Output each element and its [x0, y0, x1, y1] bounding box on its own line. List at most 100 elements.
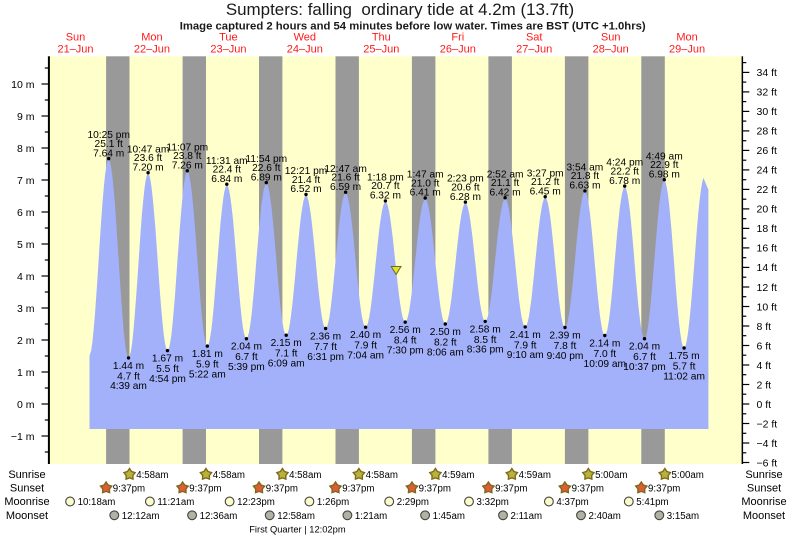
svg-text:10:09 am: 10:09 am — [584, 359, 626, 370]
svg-text:22.9 ft: 22.9 ft — [650, 160, 678, 171]
svg-text:22 ft: 22 ft — [757, 184, 778, 196]
svg-text:24–Jun: 24–Jun — [287, 44, 323, 56]
svg-text:6.32 m: 6.32 m — [370, 191, 401, 202]
svg-text:4:58am: 4:58am — [289, 470, 321, 481]
svg-text:2:40am: 2:40am — [589, 511, 621, 522]
svg-text:7.9 ft: 7.9 ft — [354, 341, 377, 352]
svg-text:9 m: 9 m — [17, 111, 35, 123]
svg-text:1:18 pm: 1:18 pm — [367, 173, 404, 184]
svg-text:Sunset: Sunset — [10, 483, 44, 495]
svg-text:2.50 m: 2.50 m — [430, 327, 461, 338]
svg-text:30 ft: 30 ft — [757, 106, 778, 118]
svg-text:25–Jun: 25–Jun — [363, 44, 399, 56]
svg-text:2:29pm: 2:29pm — [397, 497, 429, 508]
svg-text:4 m: 4 m — [17, 271, 35, 283]
svg-text:Sun: Sun — [66, 31, 86, 43]
svg-text:32 ft: 32 ft — [757, 87, 778, 99]
svg-text:21.4 ft: 21.4 ft — [292, 175, 320, 186]
svg-text:Moonset: Moonset — [743, 510, 785, 522]
svg-text:20.6 ft: 20.6 ft — [451, 182, 479, 193]
svg-text:First Quarter | 12:02pm: First Quarter | 12:02pm — [249, 525, 346, 535]
svg-text:10:18am: 10:18am — [78, 497, 116, 508]
svg-text:4:59am: 4:59am — [442, 470, 474, 481]
svg-text:6.7 ft: 6.7 ft — [235, 352, 258, 363]
svg-text:5:00am: 5:00am — [672, 470, 704, 481]
svg-text:7.0 ft: 7.0 ft — [593, 349, 616, 360]
svg-text:16 ft: 16 ft — [757, 243, 778, 255]
svg-text:2.41 m: 2.41 m — [510, 330, 541, 341]
svg-text:9:37pm: 9:37pm — [189, 484, 221, 495]
svg-text:9:37pm: 9:37pm — [342, 484, 374, 495]
svg-text:Sunrise: Sunrise — [8, 469, 45, 481]
svg-text:0 m: 0 m — [17, 399, 35, 411]
svg-text:29–Jun: 29–Jun — [669, 44, 705, 56]
svg-text:7:30 pm: 7:30 pm — [387, 345, 424, 356]
svg-text:−2 ft: −2 ft — [757, 418, 778, 430]
svg-text:11:07 pm: 11:07 pm — [166, 142, 208, 153]
svg-text:21.6 ft: 21.6 ft — [331, 173, 359, 184]
svg-text:−6 ft: −6 ft — [757, 457, 778, 469]
svg-text:2.14 m: 2.14 m — [589, 339, 620, 350]
svg-text:2:23 pm: 2:23 pm — [447, 174, 484, 185]
svg-text:Sunset: Sunset — [747, 483, 781, 495]
svg-text:Sat: Sat — [526, 31, 543, 43]
svg-text:18 ft: 18 ft — [757, 223, 778, 235]
svg-text:23–Jun: 23–Jun — [210, 44, 246, 56]
svg-text:6.28 m: 6.28 m — [450, 192, 481, 203]
svg-text:8.4 ft: 8.4 ft — [394, 336, 417, 347]
svg-text:12:12am: 12:12am — [122, 511, 160, 522]
svg-text:11:31 am: 11:31 am — [206, 156, 248, 167]
svg-text:Image captured 2 hours and 54: Image captured 2 hours and 54 minutes be… — [180, 21, 646, 33]
svg-text:9:40 pm: 9:40 pm — [547, 351, 584, 362]
svg-text:1.75 m: 1.75 m — [669, 351, 700, 362]
svg-text:Fri: Fri — [451, 31, 464, 43]
svg-text:6.98 m: 6.98 m — [649, 169, 680, 180]
svg-text:1:21am: 1:21am — [355, 511, 387, 522]
svg-text:10 m: 10 m — [11, 79, 35, 91]
svg-text:21.1 ft: 21.1 ft — [491, 178, 519, 189]
svg-text:4 ft: 4 ft — [757, 360, 772, 372]
svg-text:22.4 ft: 22.4 ft — [213, 165, 241, 176]
svg-text:4:39 am: 4:39 am — [110, 381, 147, 392]
svg-text:Mon: Mon — [676, 31, 697, 43]
svg-text:12:58am: 12:58am — [277, 511, 315, 522]
svg-text:6 m: 6 m — [17, 207, 35, 219]
svg-text:28–Jun: 28–Jun — [593, 44, 629, 56]
svg-text:9:37pm: 9:37pm — [113, 484, 145, 495]
svg-text:10:25 pm: 10:25 pm — [87, 130, 129, 141]
svg-text:2:11am: 2:11am — [511, 511, 543, 522]
svg-text:23.8 ft: 23.8 ft — [173, 151, 201, 162]
svg-text:Thu: Thu — [372, 31, 391, 43]
svg-text:1:26pm: 1:26pm — [317, 497, 349, 508]
svg-text:7.1 ft: 7.1 ft — [275, 349, 298, 360]
svg-text:Moonrise: Moonrise — [4, 496, 49, 508]
svg-text:7.7 ft: 7.7 ft — [314, 342, 337, 353]
svg-text:3:32pm: 3:32pm — [477, 497, 509, 508]
svg-text:2 m: 2 m — [17, 335, 35, 347]
svg-text:6.84 m: 6.84 m — [211, 174, 242, 185]
svg-text:6:31 pm: 6:31 pm — [307, 352, 344, 363]
svg-text:12:47 am: 12:47 am — [324, 164, 366, 175]
svg-text:1:47 am: 1:47 am — [407, 170, 444, 181]
svg-text:3 m: 3 m — [17, 303, 35, 315]
svg-text:9:37pm: 9:37pm — [572, 484, 604, 495]
svg-text:9:10 am: 9:10 am — [507, 350, 544, 361]
svg-text:9:37pm: 9:37pm — [266, 484, 298, 495]
svg-text:7.9 ft: 7.9 ft — [514, 340, 537, 351]
svg-text:21.2 ft: 21.2 ft — [531, 177, 559, 188]
svg-text:27–Jun: 27–Jun — [516, 44, 552, 56]
svg-text:4:24 pm: 4:24 pm — [606, 158, 643, 169]
svg-text:9:37pm: 9:37pm — [495, 484, 527, 495]
svg-text:24 ft: 24 ft — [757, 165, 778, 177]
svg-text:1:45am: 1:45am — [433, 511, 465, 522]
svg-text:2.04 m: 2.04 m — [629, 342, 660, 353]
svg-text:6.42 m: 6.42 m — [490, 187, 521, 198]
svg-text:7.26 m: 7.26 m — [172, 161, 203, 172]
svg-text:34 ft: 34 ft — [757, 67, 778, 79]
svg-text:5.5 ft: 5.5 ft — [156, 364, 179, 375]
svg-text:1.81 m: 1.81 m — [192, 349, 223, 360]
svg-text:3:15am: 3:15am — [667, 511, 699, 522]
svg-text:2.58 m: 2.58 m — [470, 324, 501, 335]
svg-text:26–Jun: 26–Jun — [440, 44, 476, 56]
svg-text:6.45 m: 6.45 m — [530, 186, 561, 197]
